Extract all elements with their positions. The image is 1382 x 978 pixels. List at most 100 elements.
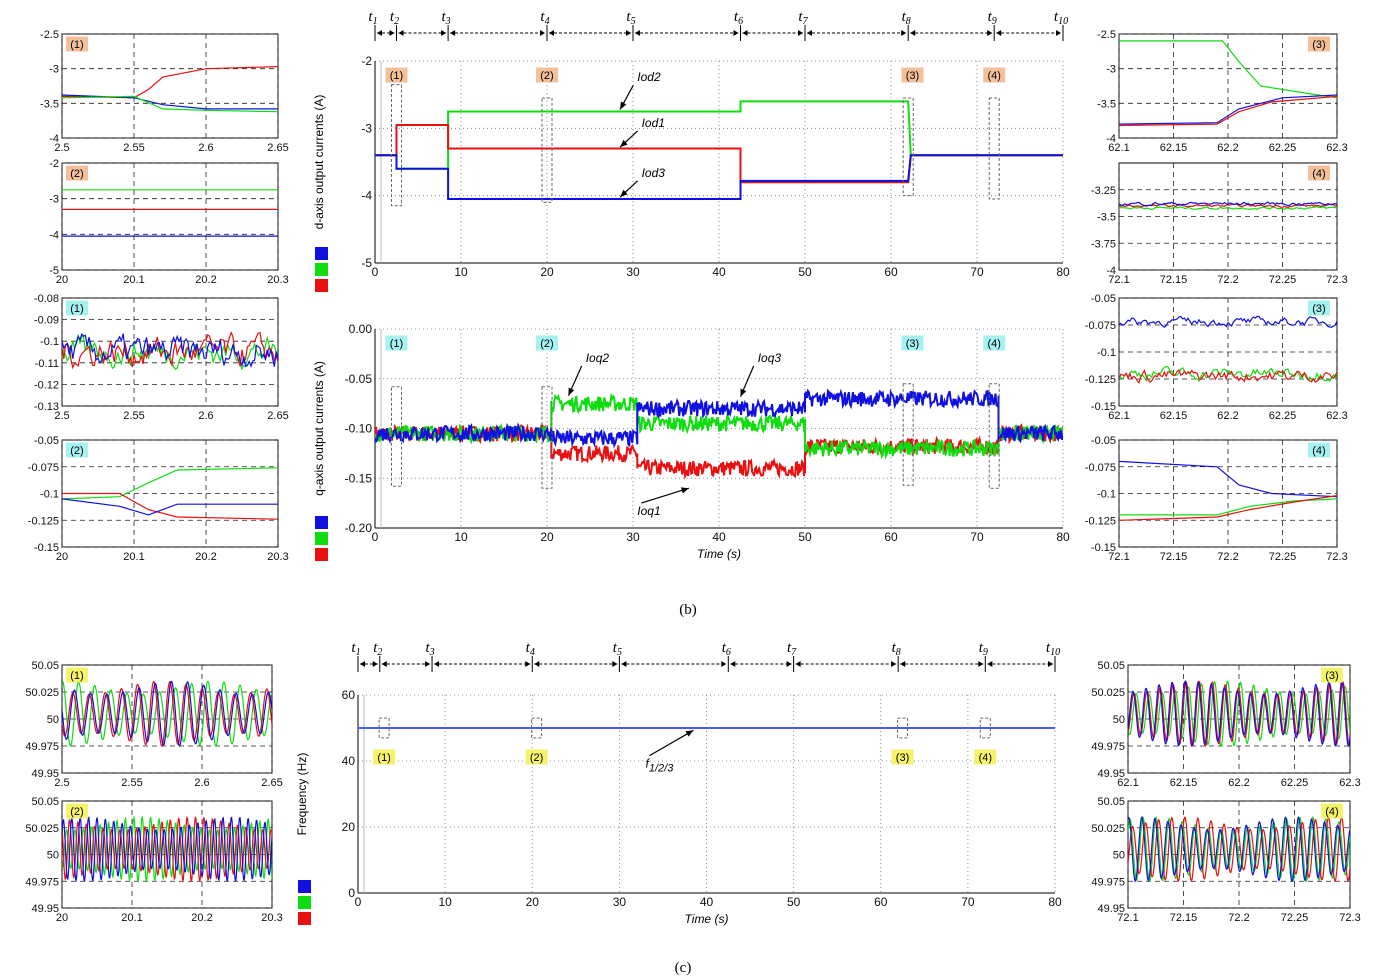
badge-box	[385, 335, 408, 351]
timeline-arrow	[987, 30, 993, 36]
badge-box	[1308, 36, 1330, 52]
badge-label: (1)	[377, 752, 390, 764]
chart-rf3: 62.1 62.15 62.2 62.25 62.3 50.05 50.025 50 49.97…	[1091, 660, 1360, 789]
y-tick-label: -0.15	[345, 471, 373, 485]
y-tick-label: 50	[1113, 714, 1125, 726]
timeline-arrow	[441, 30, 447, 36]
x-tick-label: 0	[372, 265, 379, 279]
timeline-arrow	[450, 30, 456, 36]
x-tick-label: 72.25	[1281, 912, 1309, 924]
y-tick-label: 60	[342, 688, 356, 702]
legend-swatch-red	[315, 279, 328, 292]
x-tick-label: 20.3	[267, 274, 288, 286]
timeline-arrow	[612, 661, 618, 667]
y-tick-label: -4	[1106, 265, 1116, 277]
badge-label: (4)	[987, 70, 1000, 82]
y-tick-label: -3	[1106, 64, 1116, 76]
badge-label: (4)	[1312, 168, 1325, 180]
badge-box	[373, 749, 396, 765]
series-line-red	[1119, 95, 1337, 127]
timeline-arrow	[540, 30, 545, 36]
x-tick-label: 2.5	[54, 777, 69, 789]
badge-box	[385, 67, 408, 83]
x-tick-label: 2.6	[194, 777, 209, 789]
legend-swatch-green	[298, 896, 311, 909]
badge-label: (3)	[906, 70, 919, 82]
y-tick-label: -2.5	[1097, 29, 1116, 41]
legend-swatch-blue	[298, 880, 311, 893]
annotation-arrowhead	[685, 730, 694, 737]
x-tick-label: 72.25	[1269, 274, 1297, 286]
badge-box	[1321, 667, 1343, 683]
y-tick-label: 20	[342, 820, 356, 834]
series-line-blue	[62, 498, 278, 516]
x-tick-label: 72.2	[1217, 551, 1238, 563]
badge-label: (1)	[390, 338, 403, 350]
timeline-arrow	[891, 661, 897, 667]
y-tick-label: 50.025	[25, 687, 59, 699]
y-axis-label: d-axis output currents (A)	[312, 95, 326, 230]
y-tick-label: -0.10	[345, 422, 373, 436]
y-tick-label: -3.75	[1091, 238, 1116, 250]
plot-frame	[61, 162, 279, 271]
series-line-red	[62, 815, 272, 883]
timeline-arrow	[425, 661, 431, 667]
badge-label: (1)	[70, 39, 83, 51]
series-line-blue	[1128, 679, 1350, 748]
annotation-arrow	[641, 487, 690, 504]
badge-label: (3)	[1312, 303, 1325, 315]
timeline-arrow	[807, 30, 812, 36]
badge-box	[536, 67, 558, 83]
series-line-blue	[1119, 94, 1337, 125]
timeline-label-sub: 6	[726, 647, 731, 658]
x-tick-label: 20.3	[261, 912, 282, 924]
series-line-red	[1119, 369, 1337, 385]
x-tick-label: 20	[56, 274, 68, 286]
timeline-label: t7	[798, 9, 808, 27]
timeline-label-sub: 2	[377, 647, 382, 658]
plot-frame	[1118, 33, 1338, 139]
badge-box	[983, 67, 1006, 83]
badge-box	[66, 803, 88, 819]
badge-label: (2)	[540, 70, 553, 82]
y-tick-label: 50	[47, 714, 59, 726]
timeline-arrow	[525, 661, 531, 667]
x-tick-label: 20.1	[123, 274, 144, 286]
x-tick-label: 2.65	[267, 142, 288, 154]
x-tick-label: 62.25	[1269, 142, 1297, 154]
legend-swatch-red	[298, 912, 311, 925]
timeline-arrow	[360, 661, 365, 667]
y-tick-label: -0.125	[1085, 374, 1116, 386]
series-line-blue	[62, 680, 272, 747]
timeline-label-sub: 1	[373, 16, 378, 27]
y-tick-label: -4	[1106, 133, 1116, 145]
timeline-label: t4	[526, 640, 535, 658]
y-tick-label: 0	[348, 886, 355, 900]
x-tick-label: 62.15	[1170, 777, 1198, 789]
y-tick-label: -3.25	[1091, 185, 1116, 197]
badge-label: (4)	[987, 338, 1000, 350]
timeline-arrow	[900, 661, 906, 667]
y-tick-label: -0.05	[345, 372, 373, 386]
x-tick-label: 62.1	[1108, 410, 1129, 422]
timeline-arrow	[434, 661, 440, 667]
x-tick-label: 20	[526, 895, 540, 909]
x-tick-label: 50	[798, 530, 812, 544]
timeline-label: t7	[787, 640, 797, 658]
y-tick-label: 50.025	[1091, 687, 1125, 699]
y-tick-label: 49.95	[1097, 903, 1125, 915]
timeline-arrow	[901, 30, 907, 36]
badge-box	[901, 67, 924, 83]
timeline-label-sub: 6	[738, 16, 743, 27]
annotation-label: Iod3	[642, 166, 666, 180]
highlight-box	[391, 386, 402, 487]
y-tick-label: -0.15	[1091, 401, 1116, 413]
chart-lf1: 2.5 2.55 2.6 2.65 50.05 50.025 50 49.975 49.95 (1…	[25, 660, 282, 789]
x-tick-label: 0	[355, 895, 362, 909]
x-tick-label: 62.1	[1117, 777, 1138, 789]
chart-lq1: 2.5 2.55 2.6 2.65 -0.08 -0.09 -0.1 -0.11 -0.12 -0…	[34, 293, 289, 422]
x-tick-label: 10	[438, 895, 452, 909]
timeline-label-sub: 8	[906, 16, 911, 27]
x-tick-label: 2.65	[267, 410, 288, 422]
annotation-arrowhead	[620, 101, 627, 110]
